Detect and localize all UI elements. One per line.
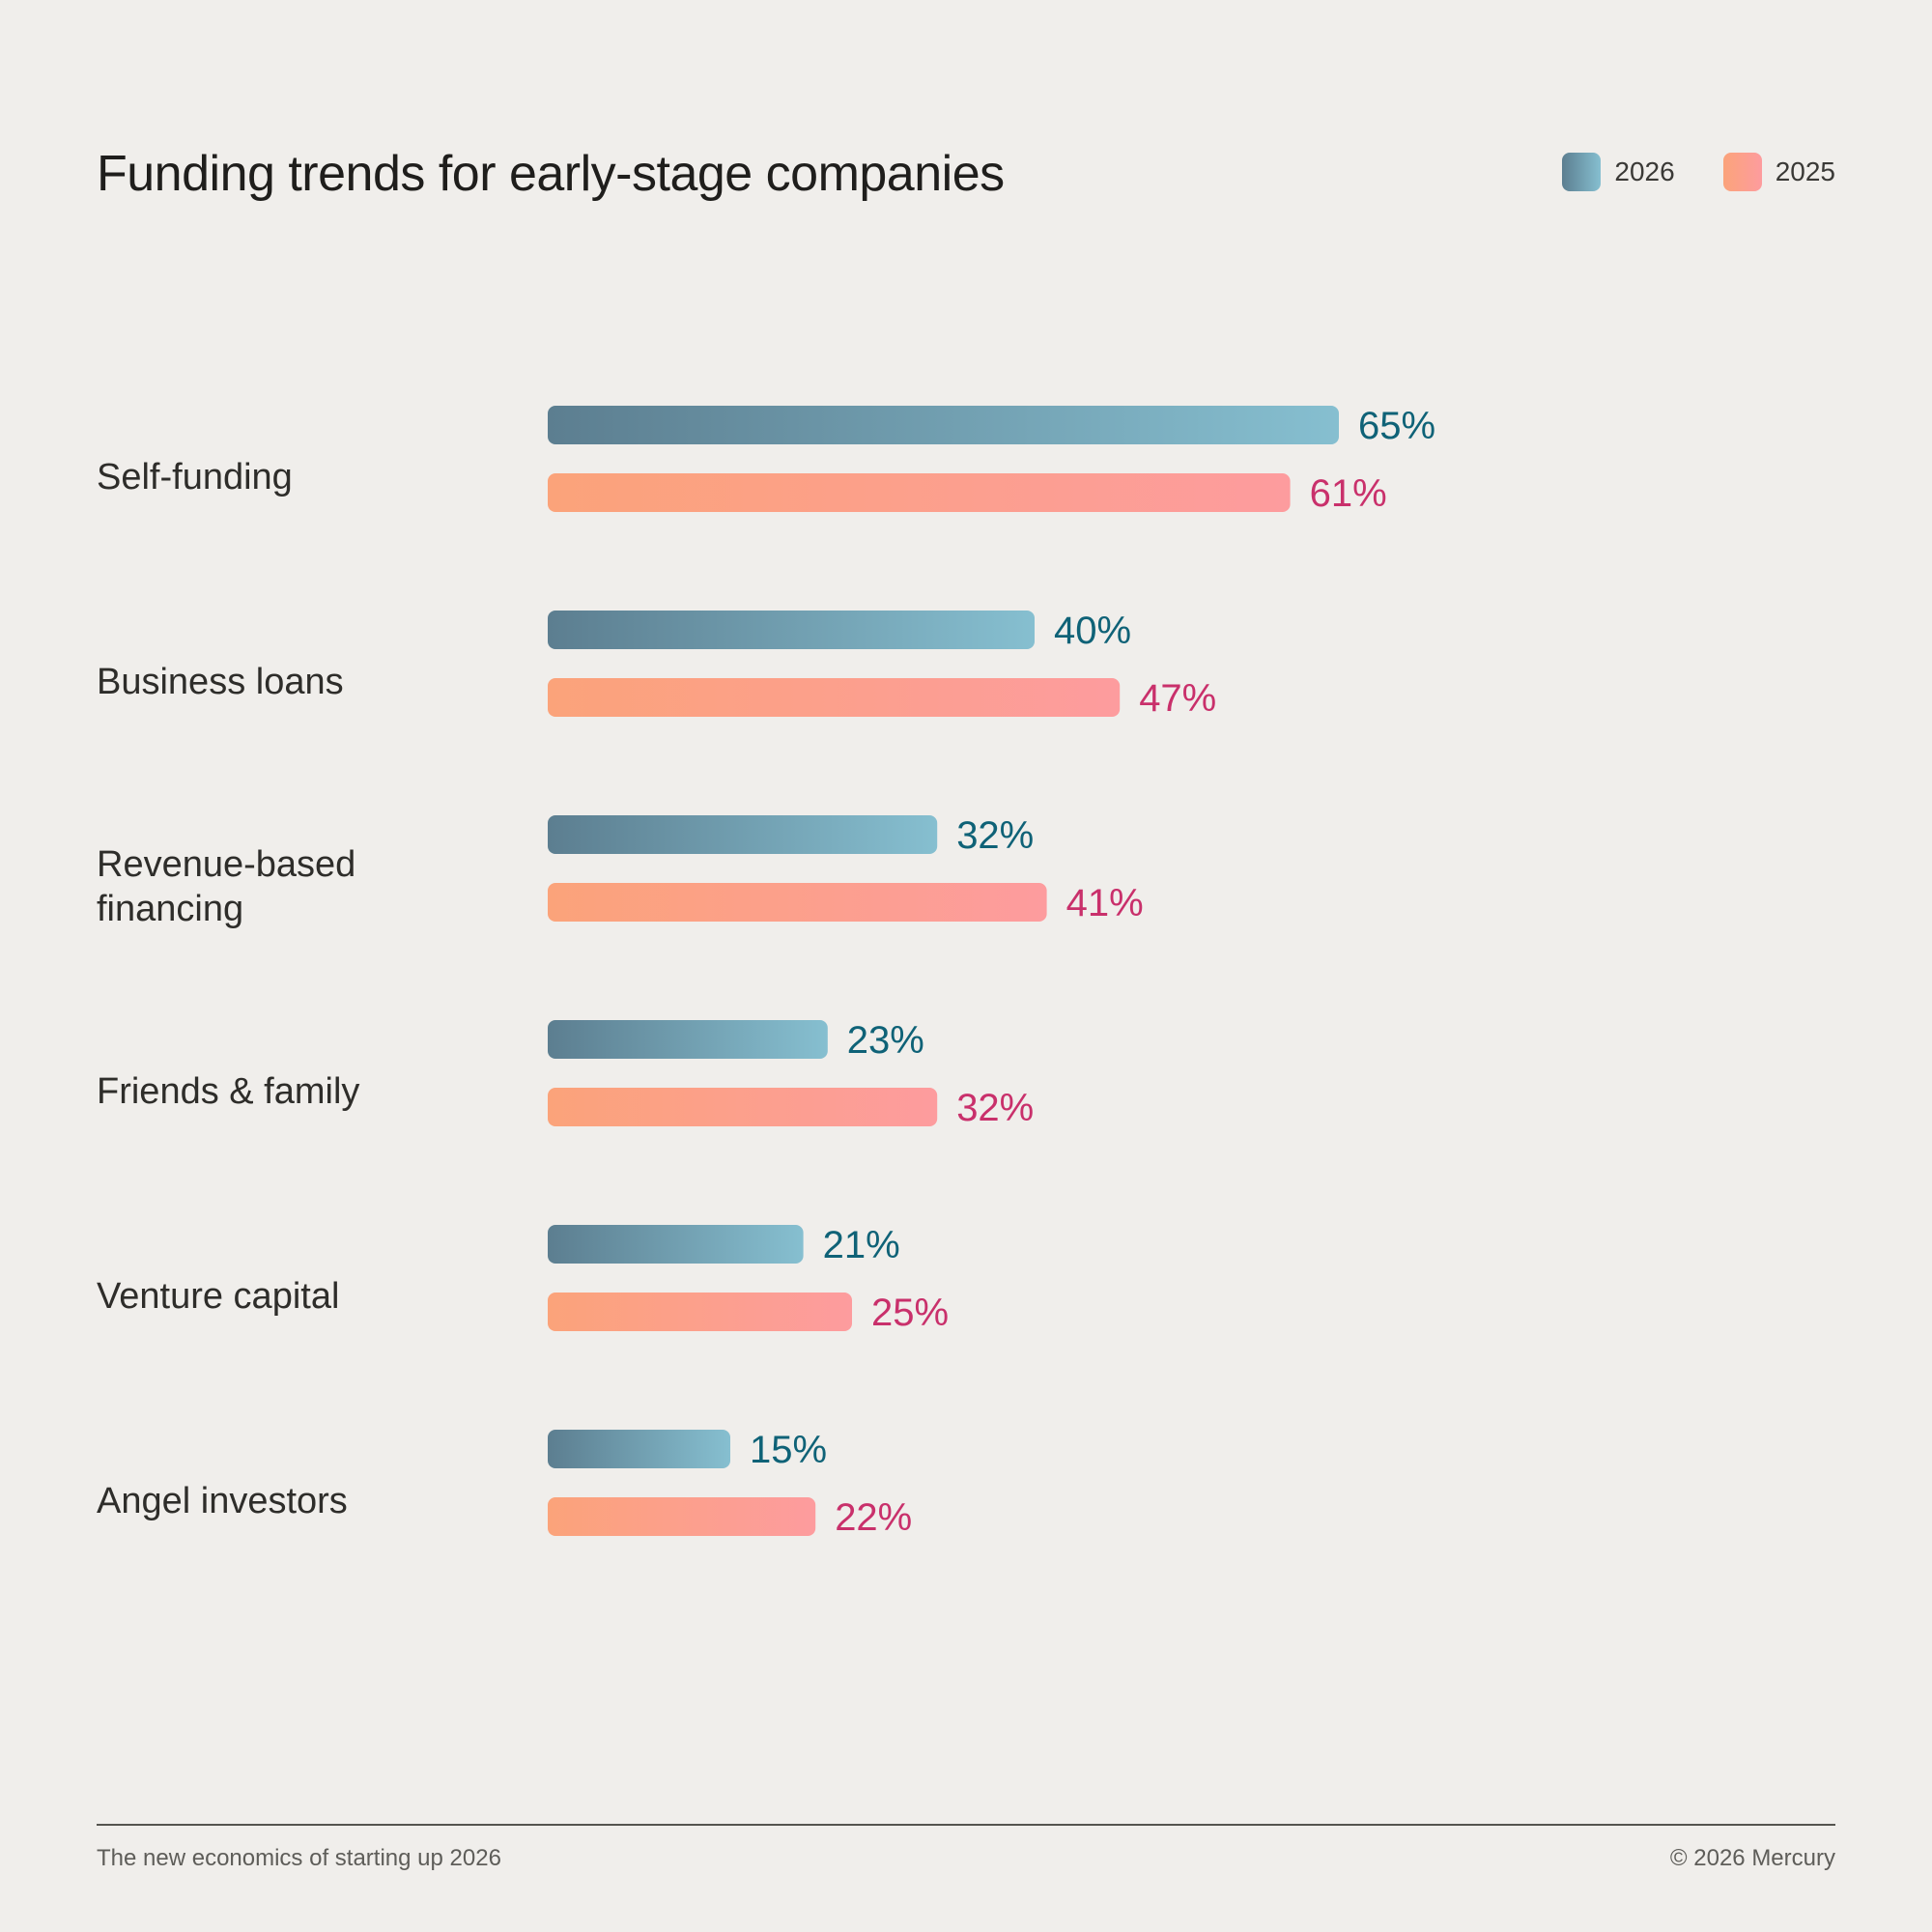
category-label: financing [97,889,243,929]
value-label-2026: 40% [1054,610,1131,652]
bar-2025 [548,1088,938,1126]
value-label-2025: 22% [835,1496,912,1539]
value-label-2025: 61% [1310,472,1387,515]
value-label-2025: 32% [956,1087,1034,1129]
bar-2026 [548,1225,804,1264]
bar-2025 [548,473,1291,512]
bar-2026 [548,1430,730,1468]
bar-2025 [548,1293,852,1331]
legend: 2026 2025 [1562,153,1835,191]
value-label-2025: 41% [1066,882,1144,924]
legend-item-2025: 2025 [1722,153,1835,191]
category-label: Friends & family [97,1071,359,1112]
legend-swatch-2026 [1562,153,1602,191]
value-label-2025: 25% [871,1292,949,1334]
value-label-2026: 23% [847,1019,924,1062]
value-label-2026: 21% [823,1224,900,1266]
footer-copyright: © 2026 Mercury [1669,1845,1835,1871]
legend-item-2026: 2026 [1562,153,1675,191]
bar-2025 [548,678,1121,717]
legend-label-2026: 2026 [1614,156,1675,186]
value-label-2025: 47% [1139,677,1216,720]
value-label-2026: 15% [750,1429,827,1471]
footer-divider [97,1824,1835,1826]
bar-2025 [548,1497,816,1536]
bar-2026 [548,815,938,854]
chart-title: Funding trends for early-stage companies [97,146,1005,202]
footer-caption: The new economics of starting up 2026 [97,1845,501,1871]
category-label: Revenue-based [97,844,355,885]
legend-swatch-2025 [1722,153,1762,191]
value-label-2026: 65% [1358,405,1435,447]
bar-2025 [548,883,1047,922]
category-label: Venture capital [97,1276,339,1317]
bar-2026 [548,611,1035,649]
category-label: Business loans [97,662,344,702]
bar-2026 [548,1020,828,1059]
value-label-2026: 32% [956,814,1034,857]
category-label: Self-funding [97,457,293,497]
category-label: Angel investors [97,1481,348,1521]
legend-label-2025: 2025 [1775,156,1835,186]
bar-2026 [548,406,1339,444]
